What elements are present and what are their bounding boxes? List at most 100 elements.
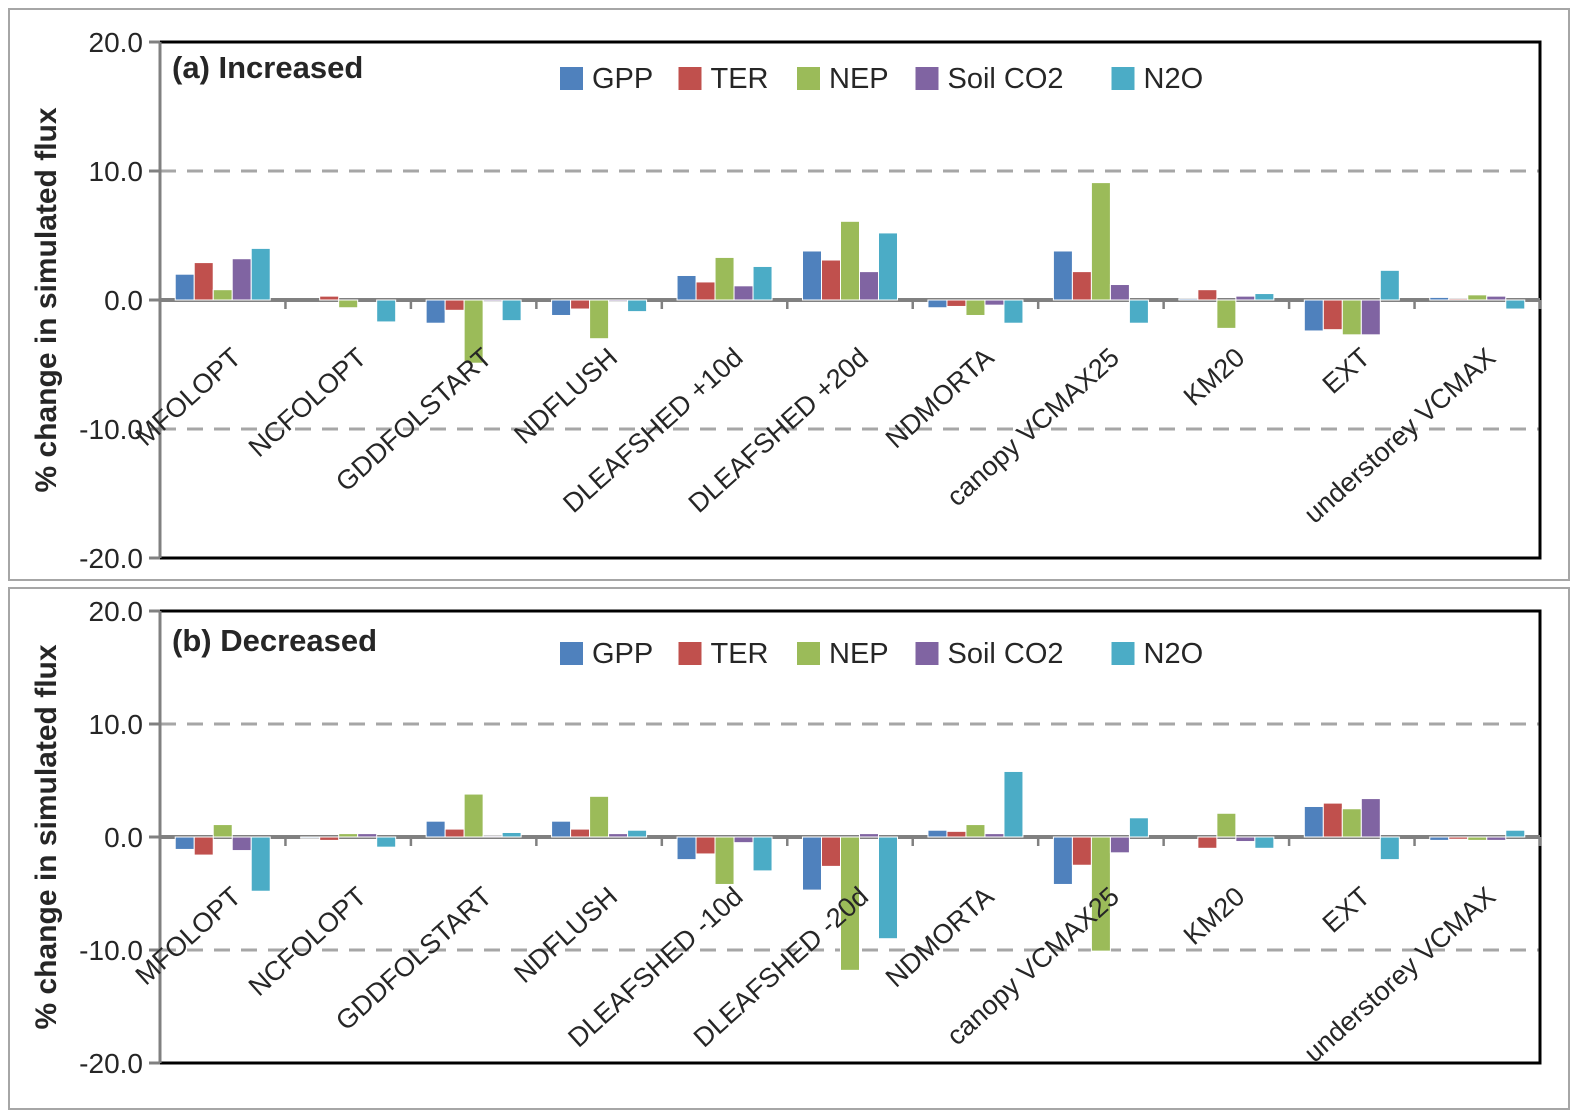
bar-gpp [174,836,195,850]
bar-n2o [1003,299,1024,324]
bar-nep [1090,836,1111,952]
bar-nep [1467,294,1488,301]
panel-title: (a) Increased [172,50,363,85]
category-label: NDFLUSH [508,881,623,989]
bar-n2o [376,836,397,848]
bar-n2o [627,299,648,313]
legend-label: NEP [829,638,889,670]
legend-label: N2O [1144,63,1204,95]
y-tick-label: -10.0 [79,414,143,445]
bar-soil-co2 [1109,284,1130,301]
bar-n2o [1379,836,1400,861]
y-tick-label: 0.0 [104,285,143,316]
bar-nep [840,836,860,971]
category-label: NCFOLOPT [243,881,372,1002]
bar-gpp [300,836,321,839]
bar-gpp [1303,299,1324,332]
legend-swatch-nep [797,67,820,90]
panel-title: (b) Decreased [172,623,377,658]
panel-increased: 20.0 10.0 0.0 -10.0 -20.0 MFOLOPT NCFOLOPT GDDF… [8,8,1570,581]
bar-nep [589,795,610,838]
bar-soil-co2 [984,299,1005,306]
bar-nep [1090,182,1111,301]
bar-n2o [1128,817,1149,838]
bar-gpp [1052,250,1073,301]
category-label: NDMORTA [880,342,1000,454]
chart-decreased: 20.010.00.0-10.0-20.0MFOLOPTNCFOLOPTGDDF… [30,596,1542,1079]
bar-nep [1341,808,1362,838]
y-tick-label: -20.0 [79,1048,143,1079]
bar-nep [212,824,233,838]
bar-soil-co2 [1235,295,1256,301]
legend-swatch-n2o [1111,642,1135,665]
legend-swatch-ter [678,67,702,90]
legend-label: Soil CO2 [948,63,1064,95]
bar-ter [946,830,967,838]
bar-n2o [501,831,522,838]
y-tick-label: -10.0 [79,935,143,966]
y-axis-title: % change in simulated flux [30,644,63,1029]
y-tick-label: 20.0 [89,596,144,627]
bar-ter [570,299,591,310]
bar-nep [463,299,484,364]
bar-n2o [878,836,898,940]
y-tick-label: 20.0 [89,27,144,58]
bar-soil-co2 [733,285,754,301]
bar-ter [1071,271,1092,301]
bar-ter [570,828,591,838]
legend-label: TER [711,638,769,670]
legend-label: TER [711,63,769,95]
panel-decreased: 20.0 10.0 0.0 -10.0 -20.0 MFOLOPT NCFOLOPT GDDF… [8,587,1570,1110]
bar-ter [695,281,716,301]
bar-soil-co2 [1486,836,1507,841]
y-tick-label: 10.0 [89,156,144,187]
bar-ter [1322,299,1343,331]
bar-ter [444,828,465,838]
bar-gpp [1429,296,1450,301]
bar-soil-co2 [733,836,754,844]
bar-ter [1322,802,1343,838]
bar-n2o [1003,770,1024,838]
bar-soil-co2 [231,836,252,852]
bar-nep [840,220,860,301]
bar-n2o [1254,836,1275,849]
legend-label: GPP [592,638,653,670]
legend-swatch-nep [797,642,820,665]
bar-soil-co2 [859,271,879,301]
bar-gpp [1052,836,1073,885]
legend-swatch-n2o [1111,67,1135,90]
bar-soil-co2 [1235,836,1256,843]
bar-nep [338,299,359,309]
bar-n2o [1379,269,1400,301]
legend-swatch-gpp [560,67,583,90]
bar-nep [965,299,986,316]
category-label: NCFOLOPT [243,342,372,463]
bar-ter [695,836,716,855]
bar-n2o [752,265,773,301]
bar-n2o [1254,293,1275,301]
legend-swatch-soil-co2 [915,642,939,665]
bar-gpp [927,829,948,838]
y-tick-label: -20.0 [79,543,143,574]
bar-n2o [250,247,271,301]
legend-swatch-gpp [560,642,583,665]
legend-swatch-ter [678,642,702,665]
bar-soil-co2 [984,833,1005,838]
bar-gpp [802,250,822,301]
bar-n2o [752,836,773,872]
category-label: MFOLOPT [130,342,247,452]
bar-gpp [174,273,195,301]
bar-nep [589,299,610,340]
bar-soil-co2 [482,299,503,302]
bar-n2o [1128,299,1149,324]
y-tick-label: 10.0 [89,709,144,740]
bar-nep [212,289,233,301]
category-label: KM20 [1178,881,1251,950]
legend-label: GPP [592,63,653,95]
bar-soil-co2 [608,299,629,302]
bar-n2o [250,836,271,892]
bar-ter [1448,836,1469,840]
bar-soil-co2 [1360,299,1381,336]
category-label: MFOLOPT [130,881,247,991]
bar-ter [821,836,841,867]
